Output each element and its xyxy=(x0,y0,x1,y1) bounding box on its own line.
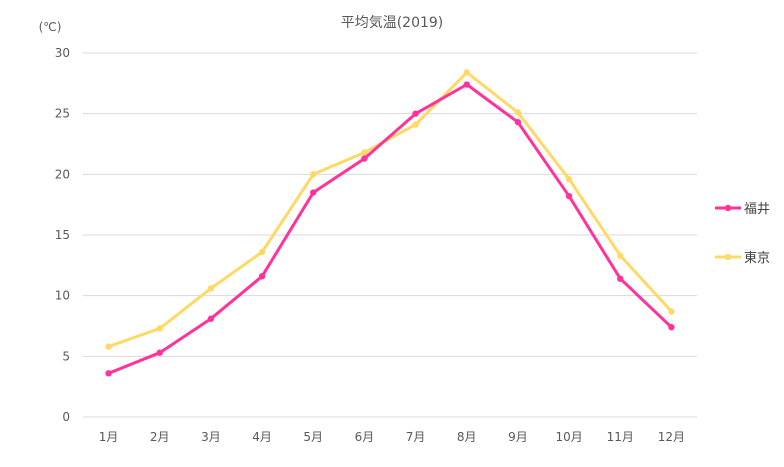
data-point xyxy=(565,175,573,183)
chart-title: 平均気温(2019) xyxy=(341,15,444,31)
x-tick-label: 12月 xyxy=(658,430,685,444)
x-tick-label: 7月 xyxy=(406,430,426,444)
data-point xyxy=(156,349,163,356)
data-point xyxy=(668,324,675,331)
x-axis-ticks: 1月 2月 3月 4月 5月 6月 7月 8月 9月 10月 11月 12月 xyxy=(99,430,685,444)
legend-marker xyxy=(724,204,732,212)
data-point xyxy=(412,110,419,117)
data-point xyxy=(207,285,215,292)
x-tick-label: 8月 xyxy=(457,430,477,444)
legend-marker xyxy=(724,253,732,261)
series-line xyxy=(107,70,673,349)
legend-label: 東京 xyxy=(744,250,770,266)
data-point xyxy=(412,121,419,128)
data-point xyxy=(463,69,470,76)
y-tick-label: 5 xyxy=(62,349,70,363)
series-2 xyxy=(105,69,675,350)
legend-item: 福井 xyxy=(715,202,770,217)
x-tick-label: 1月 xyxy=(99,430,119,444)
data-point xyxy=(105,343,112,350)
data-point xyxy=(310,189,317,196)
series-1 xyxy=(105,81,675,377)
series-lines xyxy=(105,69,675,377)
y-tick-label: 20 xyxy=(55,167,70,181)
y-tick-label: 0 xyxy=(62,410,70,424)
x-tick-label: 5月 xyxy=(303,430,323,444)
x-tick-label: 9月 xyxy=(508,430,528,444)
data-point xyxy=(514,109,522,116)
data-point xyxy=(310,171,317,178)
x-tick-label: 10月 xyxy=(555,430,582,444)
y-axis-ticks: 0 5 10 15 20 25 30 xyxy=(55,46,70,424)
y-tick-label: 10 xyxy=(55,289,70,303)
data-point xyxy=(463,81,470,88)
y-tick-label: 15 xyxy=(55,228,70,242)
data-point xyxy=(617,252,624,259)
legend-label: 福井 xyxy=(744,202,770,217)
y-tick-label: 30 xyxy=(55,46,70,60)
x-tick-label: 11月 xyxy=(607,430,634,444)
data-point xyxy=(156,325,163,332)
y-axis-unit-label: (℃) xyxy=(39,20,62,34)
y-tick-label: 25 xyxy=(55,107,70,121)
gridlines xyxy=(83,52,697,418)
data-point xyxy=(258,273,266,280)
data-point xyxy=(105,370,112,377)
x-tick-label: 4月 xyxy=(252,430,272,444)
data-point xyxy=(258,248,266,256)
data-point xyxy=(617,275,624,282)
data-point xyxy=(361,149,368,156)
x-tick-label: 2月 xyxy=(150,430,170,444)
data-point xyxy=(514,118,522,126)
data-point xyxy=(668,308,675,315)
x-tick-label: 6月 xyxy=(355,430,375,444)
data-point xyxy=(361,155,368,162)
series-line xyxy=(107,83,673,375)
legend-item: 東京 xyxy=(715,250,770,266)
data-point xyxy=(207,315,215,322)
data-point xyxy=(565,192,573,200)
x-tick-label: 3月 xyxy=(201,430,221,444)
